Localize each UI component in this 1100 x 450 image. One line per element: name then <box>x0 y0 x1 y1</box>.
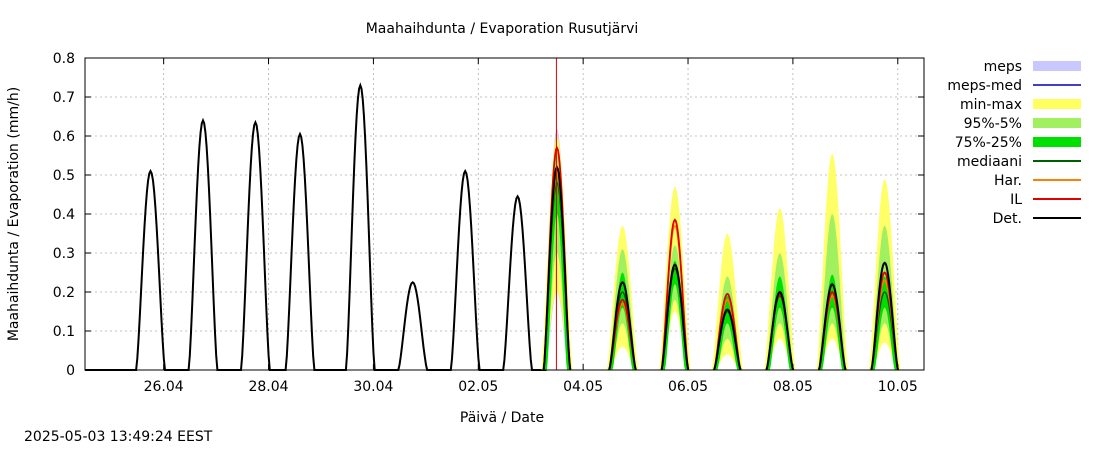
q75-q25-band <box>819 274 845 370</box>
det-forecast-line <box>765 290 795 371</box>
det-forecast-line <box>608 281 637 371</box>
y-tick-label: 0.6 <box>53 129 75 145</box>
plot-area: 0 0.1 0.2 0.3 0.4 0.5 0.6 0.7 0.8 26.04 28.04 30.04… <box>53 51 925 395</box>
legend-swatch <box>1033 99 1081 109</box>
x-tick-label: 26.04 <box>144 379 184 395</box>
y-tick-label: 0.5 <box>53 168 75 184</box>
x-tick-label: 02.05 <box>458 379 498 395</box>
legend-swatch <box>1033 61 1081 71</box>
x-axis-label: Päivä / Date <box>460 410 544 426</box>
legend-label: IL <box>1010 192 1022 208</box>
legend: meps meps-med min-max 95%-5% 75%-25% mediaani… <box>947 59 1081 227</box>
legend-label: Det. <box>993 211 1022 227</box>
generated-timestamp: 2025-05-03 13:49:24 EEST <box>24 429 213 445</box>
det-forecast-line <box>660 263 690 371</box>
y-tick-label: 0.7 <box>53 90 75 106</box>
legend-swatch <box>1033 118 1081 128</box>
legend-label: 75%-25% <box>955 135 1022 151</box>
q75-q25-band <box>872 276 898 370</box>
chart-title: Maahaihdunta / Evaporation Rusutjärvi <box>366 21 639 37</box>
x-tick-label: 06.05 <box>668 379 708 395</box>
det-observed-line <box>85 82 547 371</box>
x-tick-label: 04.05 <box>563 379 603 395</box>
y-tick-label: 0.2 <box>53 285 75 301</box>
legend-label: meps <box>984 59 1022 75</box>
legend-label: mediaani <box>957 154 1022 170</box>
y-axis-label: Maahaihdunta / Evaporation (mm/h) <box>6 87 22 341</box>
y-tick-label: 0.8 <box>53 51 75 67</box>
x-tick-label: 10.05 <box>878 379 918 395</box>
legend-swatch <box>1033 137 1081 147</box>
q75-q25-band <box>544 175 570 370</box>
legend-label: min-max <box>960 97 1022 113</box>
x-tick-label: 30.04 <box>353 379 393 395</box>
y-tick-label: 0 <box>66 363 75 379</box>
x-tick-label: 08.05 <box>773 379 813 395</box>
q75-q25-band <box>662 260 688 370</box>
det-forecast-line <box>817 282 847 371</box>
legend-label: Har. <box>994 173 1022 189</box>
legend-label: 95%-5% <box>964 116 1022 132</box>
legend-label: meps-med <box>947 78 1022 94</box>
det-forecast-line <box>713 308 742 371</box>
y-tick-label: 0.1 <box>53 324 75 340</box>
y-tick-label: 0.4 <box>53 207 75 223</box>
y-tick-label: 0.3 <box>53 246 75 262</box>
x-tick-label: 28.04 <box>248 379 288 395</box>
il-line <box>660 218 690 371</box>
det-forecast-line <box>870 261 899 371</box>
